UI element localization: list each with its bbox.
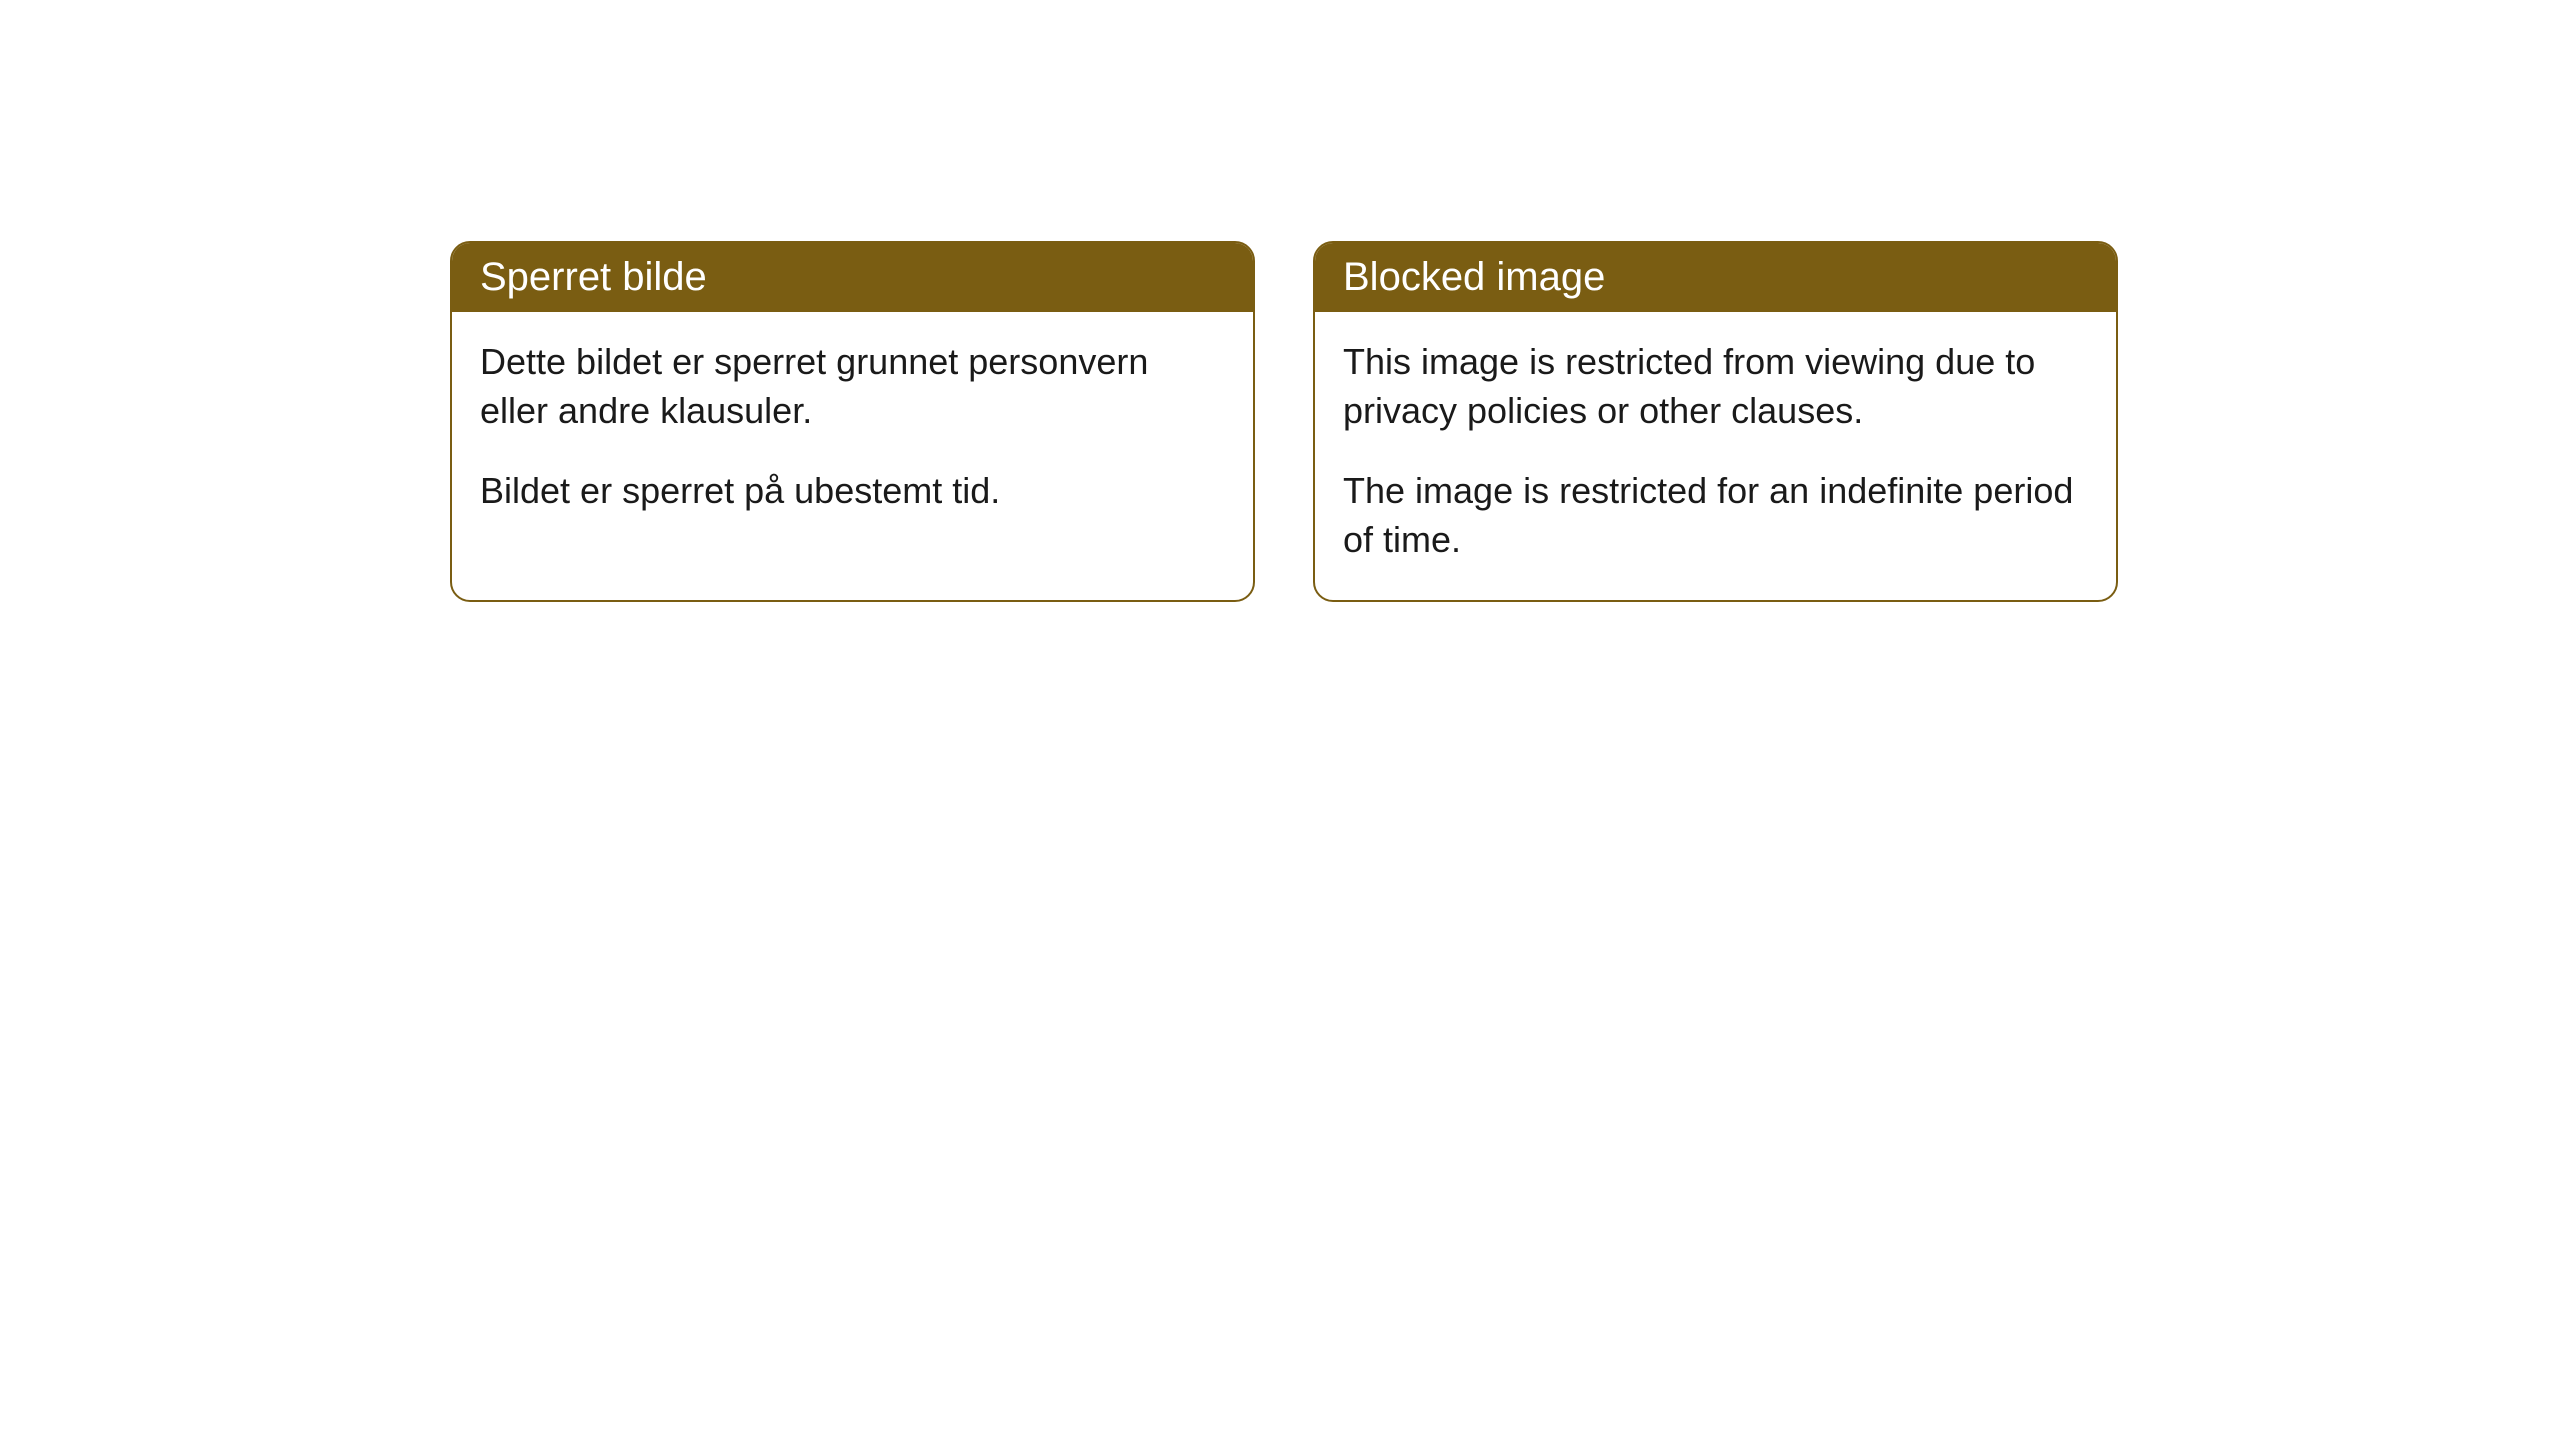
notice-card-english: Blocked image This image is restricted f… — [1313, 241, 2118, 602]
card-header-norwegian: Sperret bilde — [452, 243, 1253, 312]
card-header-english: Blocked image — [1315, 243, 2116, 312]
card-body-norwegian: Dette bildet er sperret grunnet personve… — [452, 312, 1253, 552]
notice-cards-container: Sperret bilde Dette bildet er sperret gr… — [450, 241, 2118, 602]
card-body-english: This image is restricted from viewing du… — [1315, 312, 2116, 600]
card-title: Blocked image — [1343, 255, 1605, 299]
notice-card-norwegian: Sperret bilde Dette bildet er sperret gr… — [450, 241, 1255, 602]
card-paragraph: This image is restricted from viewing du… — [1343, 338, 2088, 435]
card-paragraph: Dette bildet er sperret grunnet personve… — [480, 338, 1225, 435]
card-paragraph: Bildet er sperret på ubestemt tid. — [480, 467, 1225, 516]
card-title: Sperret bilde — [480, 255, 707, 299]
card-paragraph: The image is restricted for an indefinit… — [1343, 467, 2088, 564]
